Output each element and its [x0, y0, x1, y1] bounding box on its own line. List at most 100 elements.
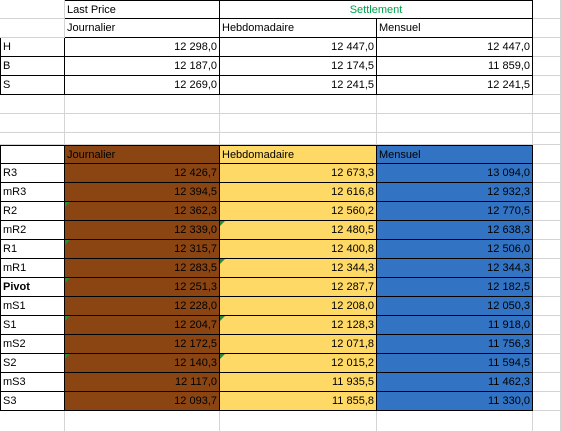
cell[interactable] — [533, 0, 561, 19]
cell[interactable] — [533, 297, 561, 316]
cell[interactable] — [65, 95, 220, 114]
header-journalier-cell[interactable]: Journalier — [65, 145, 220, 164]
hebdomadaire-value-cell[interactable]: 12 480,5 — [220, 221, 377, 240]
hebdomadaire-value-cell[interactable]: 12 287,7 — [220, 278, 377, 297]
row-label-cell[interactable]: R2 — [0, 202, 65, 221]
journalier-value-cell[interactable]: 12 315,7 — [65, 240, 220, 259]
mensuel-value-cell[interactable]: 11 756,3 — [377, 335, 533, 354]
cell[interactable] — [533, 145, 561, 164]
header-hebdomadaire-cell[interactable]: Hebdomadaire — [220, 145, 377, 164]
mensuel-value-cell[interactable]: 11 594,5 — [377, 354, 533, 373]
row-label-cell[interactable]: mR1 — [0, 259, 65, 278]
mensuel-value-cell[interactable]: 12 344,3 — [377, 259, 533, 278]
row-label-cell[interactable]: H — [0, 38, 65, 57]
cell[interactable] — [220, 95, 377, 114]
journalier-value-cell[interactable]: 12 228,0 — [65, 297, 220, 316]
journalier-value-cell[interactable]: 12 140,3 — [65, 354, 220, 373]
cell[interactable] — [220, 133, 377, 145]
cell[interactable] — [533, 183, 561, 202]
hebdomadaire-value-cell[interactable]: 12 208,0 — [220, 297, 377, 316]
cell[interactable] — [0, 411, 65, 432]
row-label-cell[interactable]: S2 — [0, 354, 65, 373]
cell[interactable] — [0, 19, 65, 38]
hebdomadaire-value-cell[interactable]: 12 673,3 — [220, 164, 377, 183]
cell[interactable] — [533, 354, 561, 373]
value-cell[interactable]: 12 269,0 — [65, 76, 220, 95]
mensuel-value-cell[interactable]: 11 330,0 — [377, 392, 533, 411]
cell[interactable] — [533, 335, 561, 354]
cell[interactable] — [533, 164, 561, 183]
journalier-value-cell[interactable]: 12 251,3 — [65, 278, 220, 297]
cell[interactable] — [533, 114, 561, 133]
hebdomadaire-value-cell[interactable]: 12 015,2 — [220, 354, 377, 373]
journalier-value-cell[interactable]: 12 172,5 — [65, 335, 220, 354]
cell[interactable] — [377, 411, 533, 432]
cell[interactable] — [0, 95, 65, 114]
last-price-header-cell[interactable]: Last Price — [65, 0, 220, 19]
cell[interactable] — [533, 133, 561, 145]
mensuel-value-cell[interactable]: 12 506,0 — [377, 240, 533, 259]
cell[interactable] — [533, 76, 561, 95]
cell[interactable] — [533, 38, 561, 57]
row-label-cell[interactable]: B — [0, 57, 65, 76]
journalier-value-cell[interactable]: 12 339,0 — [65, 221, 220, 240]
journalier-value-cell[interactable]: 12 204,7 — [65, 316, 220, 335]
row-label-cell[interactable]: S — [0, 76, 65, 95]
cell[interactable] — [533, 411, 561, 432]
row-label-cell[interactable]: S3 — [0, 392, 65, 411]
cell[interactable] — [0, 114, 65, 133]
row-label-cell[interactable]: Pivot — [0, 278, 65, 297]
header-hebdomadaire-cell[interactable]: Hebdomadaire — [220, 19, 377, 38]
row-label-cell[interactable]: S1 — [0, 316, 65, 335]
cell[interactable] — [533, 95, 561, 114]
mensuel-value-cell[interactable]: 11 918,0 — [377, 316, 533, 335]
cell[interactable] — [65, 114, 220, 133]
cell[interactable] — [0, 145, 65, 164]
cell[interactable] — [377, 114, 533, 133]
cell[interactable] — [533, 19, 561, 38]
value-cell[interactable]: 12 174,5 — [220, 57, 377, 76]
journalier-value-cell[interactable]: 12 093,7 — [65, 392, 220, 411]
row-label-cell[interactable]: R3 — [0, 164, 65, 183]
cell[interactable] — [533, 57, 561, 76]
hebdomadaire-value-cell[interactable]: 12 560,2 — [220, 202, 377, 221]
value-cell[interactable]: 12 187,0 — [65, 57, 220, 76]
row-label-cell[interactable]: R1 — [0, 240, 65, 259]
cell[interactable] — [65, 133, 220, 145]
cell[interactable] — [533, 202, 561, 221]
cell[interactable] — [377, 95, 533, 114]
journalier-value-cell[interactable]: 12 362,3 — [65, 202, 220, 221]
header-mensuel-cell[interactable]: Mensuel — [377, 145, 533, 164]
cell[interactable] — [0, 133, 65, 145]
cell[interactable] — [533, 373, 561, 392]
hebdomadaire-value-cell[interactable]: 12 128,3 — [220, 316, 377, 335]
settlement-header-cell[interactable]: Settlement — [220, 0, 533, 19]
mensuel-value-cell[interactable]: 11 462,3 — [377, 373, 533, 392]
row-label-cell[interactable]: mS2 — [0, 335, 65, 354]
header-mensuel-cell[interactable]: Mensuel — [377, 19, 533, 38]
cell[interactable] — [533, 221, 561, 240]
value-cell[interactable]: 12 447,0 — [220, 38, 377, 57]
mensuel-value-cell[interactable]: 12 182,5 — [377, 278, 533, 297]
row-label-cell[interactable]: mR2 — [0, 221, 65, 240]
cell[interactable] — [0, 0, 65, 19]
mensuel-value-cell[interactable]: 12 932,3 — [377, 183, 533, 202]
mensuel-value-cell[interactable]: 13 094,0 — [377, 164, 533, 183]
value-cell[interactable]: 12 298,0 — [65, 38, 220, 57]
value-cell[interactable]: 12 241,5 — [220, 76, 377, 95]
hebdomadaire-value-cell[interactable]: 11 935,5 — [220, 373, 377, 392]
cell[interactable] — [65, 411, 220, 432]
cell[interactable] — [533, 316, 561, 335]
hebdomadaire-value-cell[interactable]: 11 855,8 — [220, 392, 377, 411]
value-cell[interactable]: 12 241,5 — [377, 76, 533, 95]
journalier-value-cell[interactable]: 12 283,5 — [65, 259, 220, 278]
journalier-value-cell[interactable]: 12 426,7 — [65, 164, 220, 183]
journalier-value-cell[interactable]: 12 394,5 — [65, 183, 220, 202]
cell[interactable] — [220, 411, 377, 432]
cell[interactable] — [533, 240, 561, 259]
cell[interactable] — [533, 278, 561, 297]
mensuel-value-cell[interactable]: 12 050,3 — [377, 297, 533, 316]
value-cell[interactable]: 11 859,0 — [377, 57, 533, 76]
hebdomadaire-value-cell[interactable]: 12 344,3 — [220, 259, 377, 278]
header-journalier-cell[interactable]: Journalier — [65, 19, 220, 38]
